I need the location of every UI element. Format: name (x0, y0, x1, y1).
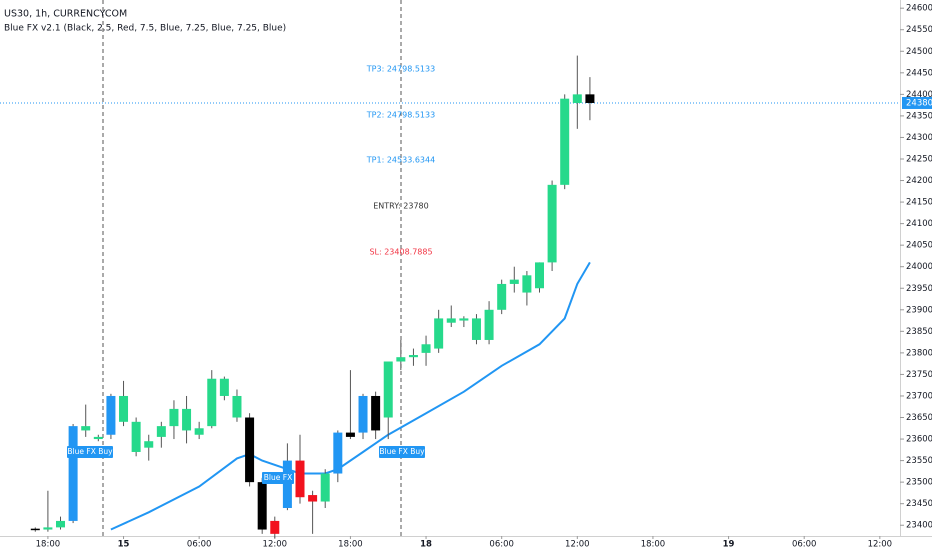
candle-body (257, 482, 267, 530)
candle-body (119, 395, 129, 422)
candle-body (547, 184, 557, 263)
x-tick-label: 06:00 (792, 540, 817, 550)
candle-body (383, 361, 393, 418)
candle-body (484, 309, 494, 340)
y-tick-label: 24350 (906, 111, 932, 121)
y-tick-label: 24150 (906, 198, 932, 208)
y-tick-label: 24600 (906, 4, 932, 14)
candle-body (219, 378, 229, 396)
candle-body (459, 318, 469, 321)
candle-body (408, 355, 418, 358)
level-label: ENTRY: 23780 (373, 202, 428, 211)
candle-body (232, 395, 242, 418)
y-tick-label: 24450 (906, 68, 932, 78)
candle-body (106, 395, 116, 435)
x-tick-label: 06:00 (489, 540, 514, 550)
y-tick-label: 24300 (906, 133, 932, 143)
signal-badge (262, 472, 294, 484)
x-tick-label: 06:00 (187, 540, 212, 550)
candle-body (207, 378, 217, 427)
candle-body (572, 94, 582, 103)
last-price-badge (902, 96, 932, 109)
candle-body (295, 460, 305, 498)
candle-body (43, 527, 53, 530)
candle-body (509, 279, 519, 284)
y-tick-label: 24550 (906, 25, 932, 35)
indicator-label: Blue FX v2.1 (Black, 2.5, Red, 7.5, Blue… (4, 24, 286, 34)
y-tick-label: 24250 (906, 154, 932, 164)
y-tick-label: 24200 (906, 176, 932, 186)
signal-label: Blue FX Buy (379, 447, 425, 456)
level-label: TP1: 24533.6344 (366, 156, 435, 165)
candle-body (68, 426, 78, 521)
candle-body (30, 528, 40, 531)
x-tick-label: 18:00 (36, 540, 61, 550)
x-tick-label: 12:00 (565, 540, 590, 550)
y-tick-label: 23900 (906, 305, 932, 315)
candle-body (358, 395, 368, 433)
y-tick-label: 23700 (906, 391, 932, 401)
x-tick-label: 12:00 (868, 540, 893, 550)
level-label: SL: 23408.7885 (369, 248, 432, 257)
x-tick-label: 12:00 (263, 540, 288, 550)
candle-body (522, 275, 532, 293)
candle-body (497, 283, 507, 310)
signal-badge (67, 446, 113, 458)
candle-body (434, 318, 444, 349)
candle-body (182, 408, 192, 431)
candle-body (81, 426, 91, 431)
candle-body (560, 98, 570, 185)
y-tick-label: 23850 (906, 327, 932, 337)
y-tick-label: 23600 (906, 435, 932, 445)
candle-body (421, 344, 431, 353)
candle-body (333, 432, 343, 474)
x-tick-label: 18:00 (641, 540, 666, 550)
candle-body (534, 262, 544, 289)
signal-label: Blue FX Buy (67, 447, 113, 456)
chart-title: US30, 1h, CURRENCYCOM (4, 9, 127, 20)
y-tick-label: 24500 (906, 47, 932, 57)
candle-body (156, 426, 166, 437)
candle-body (345, 432, 355, 437)
x-tick-label: 19 (723, 540, 735, 550)
candle-body (270, 520, 280, 534)
candle-body (396, 357, 406, 362)
candle-body (585, 94, 595, 103)
candle-body (446, 318, 456, 323)
y-tick-label: 23450 (906, 499, 932, 509)
x-tick-label: 15 (118, 540, 130, 550)
candle-body (169, 408, 179, 427)
candle-body (320, 473, 330, 502)
y-tick-label: 23950 (906, 284, 932, 294)
candle-body (471, 318, 481, 340)
y-tick-label: 23500 (906, 478, 932, 488)
signal-badge (379, 446, 425, 458)
candle-body (56, 520, 66, 528)
y-tick-label: 23800 (906, 348, 932, 358)
y-tick-label: 24050 (906, 241, 932, 251)
y-tick-label: 23550 (906, 456, 932, 466)
candle-body (308, 495, 318, 502)
candle-body (93, 436, 103, 440)
y-tick-label: 24000 (906, 262, 932, 272)
candle-body (371, 395, 381, 431)
y-tick-label: 23750 (906, 370, 932, 380)
candle-body (144, 441, 154, 448)
x-tick-label: 18:00 (338, 540, 363, 550)
candle-body (245, 417, 255, 483)
y-tick-label: 23650 (906, 413, 932, 423)
candle-body (282, 460, 292, 508)
level-label: TP2: 24798.5133 (366, 111, 435, 120)
signal-label: Blue FX (264, 473, 292, 482)
last-price-label: 24380 (906, 98, 932, 108)
candle-body (131, 421, 141, 452)
y-tick-label: 24100 (906, 219, 932, 229)
level-label: TP3: 24798.5133 (366, 65, 435, 74)
x-tick-label: 18 (420, 540, 432, 550)
y-tick-label: 23400 (906, 521, 932, 531)
y-tick-label: 24400 (906, 90, 932, 100)
candle-body (194, 428, 204, 435)
